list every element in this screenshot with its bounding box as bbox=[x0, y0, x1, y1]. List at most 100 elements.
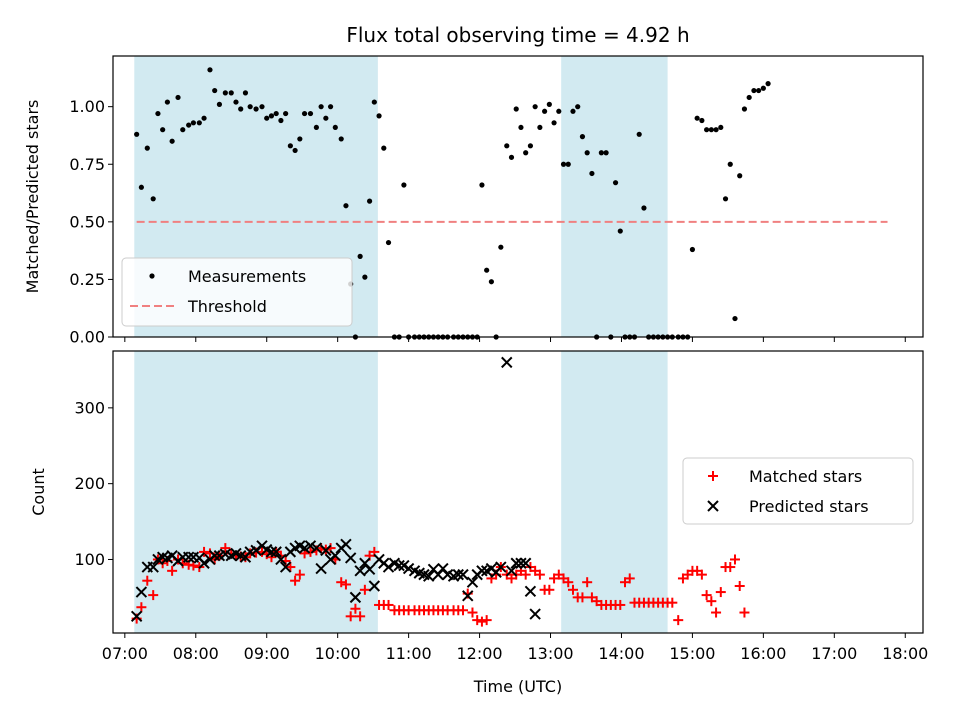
measurement-point bbox=[737, 173, 743, 179]
predicted-star-point bbox=[354, 565, 366, 577]
measurement-point bbox=[307, 110, 314, 117]
count-series-1 bbox=[130, 356, 541, 623]
measurement-point bbox=[479, 182, 485, 188]
matched-star-point bbox=[136, 602, 147, 613]
predicted-star-point bbox=[208, 549, 221, 562]
measurement-point bbox=[144, 145, 150, 151]
predicted-star-point bbox=[147, 561, 159, 573]
predicted-star-point bbox=[275, 553, 287, 566]
ratio-y-tick-label: 0.00 bbox=[69, 328, 105, 347]
measurement-point bbox=[212, 87, 218, 94]
measurement-point bbox=[532, 104, 538, 110]
matched-star-point bbox=[534, 569, 545, 580]
ratio-y-tick-label: 1.00 bbox=[69, 97, 105, 116]
matched-star-point bbox=[734, 581, 745, 591]
x-tick-label: 12:00 bbox=[457, 644, 503, 663]
count-legend: Matched stars Predicted stars bbox=[682, 457, 914, 525]
measurement-point bbox=[201, 115, 207, 121]
matched-star-point bbox=[458, 605, 469, 616]
x-tick-label: 10:00 bbox=[315, 644, 361, 663]
measurement-point bbox=[617, 228, 623, 234]
predicted-star-point bbox=[495, 561, 507, 573]
count-axes-frame bbox=[112, 350, 924, 634]
measurement-point bbox=[150, 196, 156, 202]
ratio-legend-entry: Measurements bbox=[149, 267, 306, 286]
measurement-point bbox=[196, 120, 202, 126]
ratio-panel: 0.00 0.25 0.50 0.75 1.00 Matched/Predicted st… bbox=[23, 55, 924, 347]
measurement-point bbox=[551, 120, 557, 126]
measurement-point bbox=[366, 198, 373, 204]
matched-star-point bbox=[340, 579, 351, 590]
measurement-point bbox=[323, 115, 329, 121]
measurement-point bbox=[542, 108, 548, 114]
measurement-point bbox=[589, 170, 595, 177]
predicted-star-point bbox=[130, 610, 143, 623]
measurement-point bbox=[313, 124, 319, 131]
matched-star-point bbox=[148, 590, 159, 601]
ratio-y-tick-label: 0.75 bbox=[69, 155, 105, 174]
measurement-point bbox=[760, 85, 766, 91]
measurement-point bbox=[134, 131, 140, 137]
measurement-point bbox=[741, 106, 748, 112]
measurement-point bbox=[699, 117, 705, 124]
measurement-point bbox=[708, 127, 714, 133]
measurement-point bbox=[242, 90, 249, 96]
matched-star-point bbox=[739, 607, 750, 618]
measurement-point bbox=[292, 147, 298, 154]
predicted-star-point bbox=[505, 565, 518, 577]
measurement-point bbox=[713, 127, 719, 133]
matched-star-point bbox=[701, 590, 712, 601]
measurement-point bbox=[546, 101, 552, 107]
measurement-point bbox=[222, 90, 228, 96]
predicted-star-point bbox=[524, 585, 537, 598]
measurement-point bbox=[727, 161, 733, 167]
predicted-star-point bbox=[270, 546, 282, 558]
measurement-point bbox=[283, 110, 289, 117]
chart-title: Flux total observing time = 4.92 h bbox=[346, 23, 689, 47]
predicted-star-point bbox=[344, 552, 357, 564]
predicted-star-point bbox=[452, 568, 464, 581]
matched-star-point bbox=[142, 575, 153, 586]
predicted-star-point bbox=[315, 562, 327, 575]
x-axis-title: Time (UTC) bbox=[473, 677, 562, 696]
count-legend-entry: Predicted stars bbox=[707, 497, 869, 516]
ratio-legend-entry: Threshold bbox=[130, 297, 267, 316]
measurement-point bbox=[584, 150, 590, 156]
measurement-point bbox=[565, 161, 571, 167]
ratio-legend-label: Threshold bbox=[187, 297, 267, 316]
measurement-point bbox=[636, 131, 642, 137]
count-panel: 100 200 300 07:00 08:00 09:00 10:00 11:00 12:00 1… bbox=[29, 350, 928, 663]
count-shaded-interval-0 bbox=[134, 351, 378, 633]
matched-star-point bbox=[711, 607, 722, 618]
matched-star-point bbox=[624, 573, 635, 584]
measurement-point bbox=[556, 108, 562, 114]
measurement-point bbox=[357, 253, 363, 259]
predicted-star-point bbox=[402, 562, 415, 575]
measurement-point bbox=[278, 117, 284, 124]
measurement-point bbox=[732, 315, 738, 322]
measurement-point bbox=[216, 101, 223, 107]
measurement-point bbox=[247, 104, 253, 110]
count-legend-entry: Matched stars bbox=[708, 467, 862, 486]
measurement-point bbox=[513, 106, 519, 112]
predicted-star-point bbox=[298, 542, 311, 554]
measurement-point bbox=[689, 246, 696, 253]
matched-star-point bbox=[729, 554, 740, 565]
matched-star-point bbox=[472, 615, 483, 626]
x-tick-label: 17:00 bbox=[811, 644, 857, 663]
matched-star-point bbox=[345, 611, 356, 622]
ratio-axes-frame bbox=[112, 55, 924, 338]
measurement-point bbox=[155, 110, 161, 117]
matched-star-point bbox=[476, 616, 487, 627]
measurement-point bbox=[138, 184, 144, 190]
matched-star-point bbox=[725, 562, 736, 573]
predicted-star-point bbox=[320, 544, 332, 557]
matched-star-point bbox=[290, 575, 301, 586]
matched-star-point bbox=[577, 592, 588, 603]
measurement-point bbox=[694, 115, 700, 121]
measurement-point bbox=[190, 120, 197, 126]
predicted-star-point bbox=[265, 546, 278, 558]
measurement-point bbox=[641, 205, 647, 211]
matched-star-point bbox=[220, 543, 231, 554]
